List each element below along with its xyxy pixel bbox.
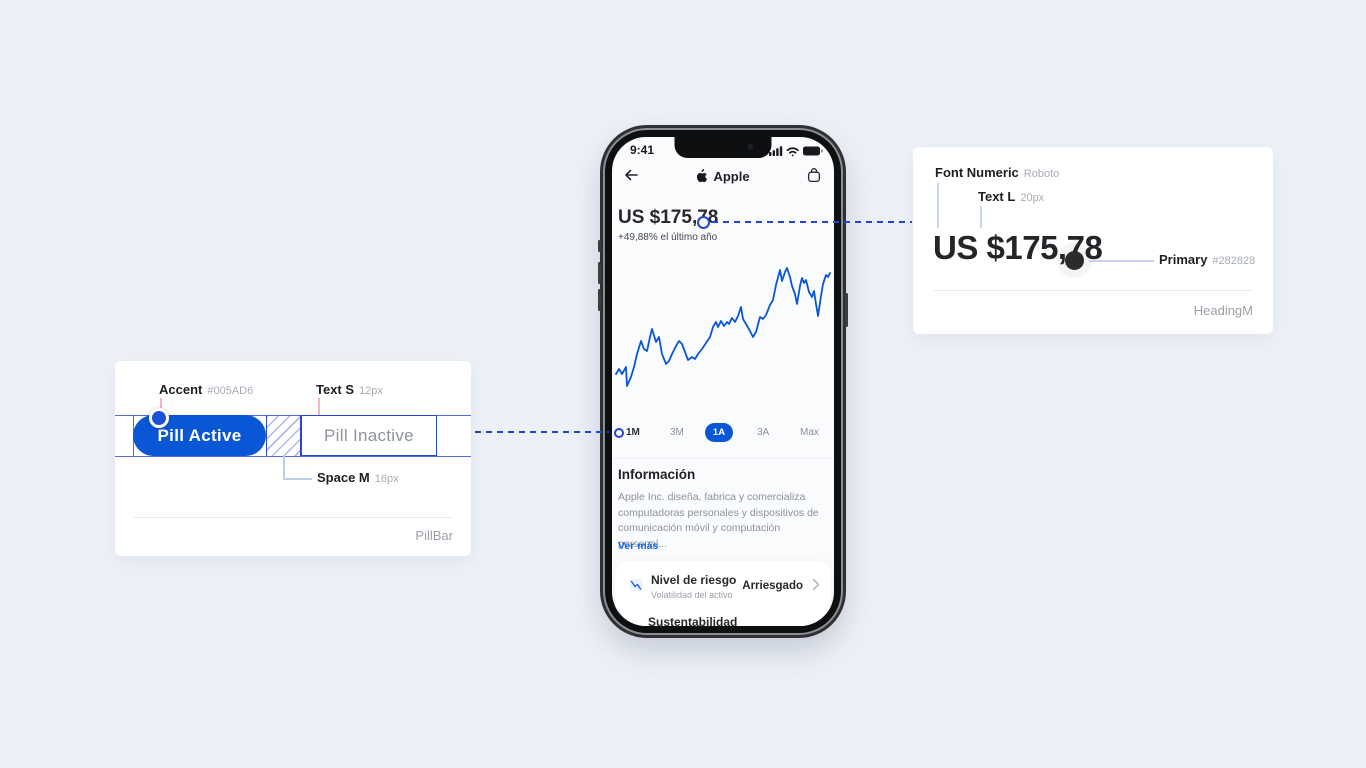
back-arrow-icon <box>625 169 638 181</box>
back-button[interactable] <box>623 168 639 187</box>
stock-line-chart <box>615 267 831 387</box>
text-l-connector-line <box>980 206 982 228</box>
accent-value: #005AD6 <box>207 385 254 397</box>
pill-active-sample: Pill Active <box>133 415 266 456</box>
pill-active-label: Pill Active <box>157 425 242 445</box>
space-m-annotation: Space M 16px <box>317 470 399 485</box>
apple-logo-icon <box>697 169 708 183</box>
accent-label: Accent <box>159 382 203 397</box>
battery-icon <box>803 146 823 156</box>
text-l-value: 20px <box>1020 192 1045 204</box>
range-pill-1m[interactable]: 1M <box>626 427 640 438</box>
wifi-icon <box>786 147 799 157</box>
risk-title: Nivel de riesgo <box>651 573 737 587</box>
risk-value: Arriesgado <box>742 580 803 592</box>
text-s-value: 12px <box>359 385 383 397</box>
text-l-label: Text L <box>978 189 1016 204</box>
primary-annotation: Primary #282828 <box>1159 252 1255 267</box>
see-more-link[interactable]: Ver más <box>618 540 659 552</box>
volume-up-button <box>598 262 601 284</box>
space-m-label: Space M <box>317 470 370 485</box>
price-ring-marker <box>697 216 710 229</box>
pill-ring-marker <box>614 428 624 438</box>
phone-mockup: 9:41 <box>598 125 848 638</box>
spacing-hatch <box>266 415 301 456</box>
text-s-annotation: Text S 12px <box>316 382 383 397</box>
accent-annotation: Accent #005AD6 <box>159 382 253 397</box>
mute-switch <box>598 240 601 252</box>
card-divider <box>933 290 1253 291</box>
primary-value: #282828 <box>1212 255 1256 267</box>
pillbar-spec-card: Accent #005AD6 Text S 12px Pill Active Pil… <box>115 361 471 556</box>
font-label: Font Numeric <box>935 165 1019 180</box>
chevron-right-icon <box>812 578 820 591</box>
phone-screen: 9:41 <box>612 137 834 626</box>
font-annotation: Font Numeric Roboto <box>935 165 1059 180</box>
risk-subtitle: Volatilidad del activo <box>651 590 733 600</box>
stock-line-series <box>615 267 831 387</box>
accent-connector-line <box>160 398 162 416</box>
stock-price: US $175,78 <box>618 207 719 228</box>
text-l-annotation: Text L 20px <box>978 189 1044 204</box>
bag-icon <box>807 168 821 183</box>
range-pill-3a[interactable]: 3A <box>757 427 770 438</box>
signal-icon <box>769 146 783 156</box>
stock-change: +49,88% el último año <box>618 232 718 243</box>
volume-down-button <box>598 289 601 311</box>
pillbar-card-title: PillBar <box>415 528 453 543</box>
pill-inactive-label: Pill Inactive <box>324 425 414 445</box>
range-pillbar: 1M 3M 1A 3A Max <box>612 422 834 443</box>
headingm-card-title: HeadingM <box>1193 303 1253 318</box>
info-description: Apple Inc. diseña, fabrica y comercializ… <box>618 491 819 550</box>
font-value: Roboto <box>1023 168 1060 180</box>
pill-inactive-sample: Pill Inactive <box>301 415 437 456</box>
nav-title-label: Apple <box>713 169 750 184</box>
range-pill-1a-active[interactable]: 1A <box>705 423 733 442</box>
risk-trend-icon <box>629 578 643 592</box>
card-divider <box>133 517 453 518</box>
section-divider <box>612 458 834 459</box>
primary-dot-marker <box>1065 251 1084 270</box>
font-connector-line <box>937 183 939 228</box>
redline-guide-top <box>115 415 471 416</box>
range-pill-3m[interactable]: 3M <box>670 427 684 438</box>
text-s-connector-line <box>318 398 320 430</box>
bag-button[interactable] <box>807 167 821 188</box>
camera-dot <box>747 144 754 150</box>
sustainability-title: Sustentabilidad <box>648 615 738 626</box>
nav-title: Apple <box>612 169 834 184</box>
text-s-label: Text S <box>316 382 355 397</box>
space-m-value: 16px <box>374 473 399 485</box>
range-pill-max[interactable]: Max <box>800 427 819 438</box>
headingm-spec-card: Font Numeric Roboto Text L 20px US $175,78… <box>913 147 1273 334</box>
info-section-title: Información <box>618 467 696 482</box>
risk-card[interactable]: Nivel de riesgo Volatilidad del activo A… <box>615 561 831 626</box>
primary-label: Primary <box>1159 252 1208 267</box>
power-button <box>845 293 848 327</box>
space-connector-hline <box>283 478 312 480</box>
status-icons <box>769 144 823 162</box>
notch <box>674 137 772 158</box>
redline-guide-bottom <box>115 456 471 457</box>
primary-connector-line <box>1089 260 1154 262</box>
space-connector-vline <box>283 456 285 479</box>
status-time: 9:41 <box>630 143 655 157</box>
accent-dot-marker <box>149 408 169 428</box>
